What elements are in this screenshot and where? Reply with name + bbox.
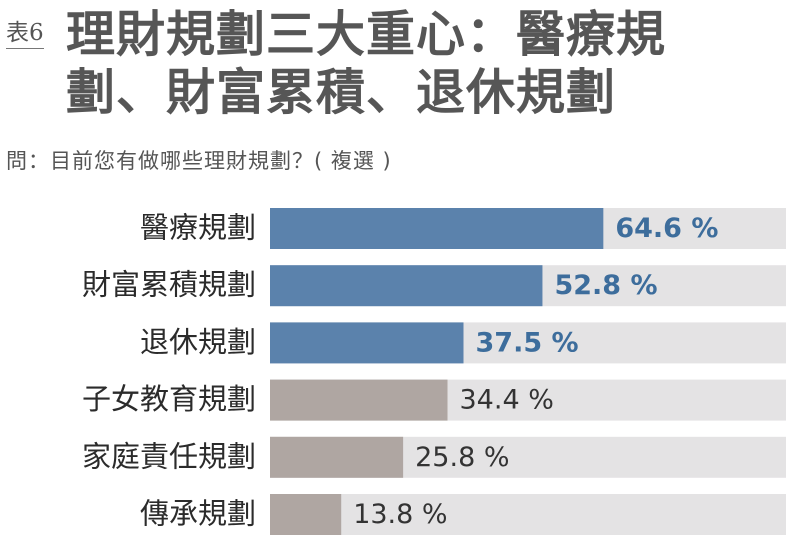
chart-title-line-2: 劃、財富累積、退休規劃 <box>66 64 617 121</box>
data-label: 52.8 % <box>554 270 657 301</box>
data-label: 37.5 % <box>476 327 579 358</box>
data-label: 34.4 % <box>460 385 554 416</box>
bar <box>270 322 464 364</box>
category-label: 醫療規劃 <box>140 211 256 245</box>
category-label: 傳承規劃 <box>140 497 256 531</box>
chart-subtitle: 問：目前您有做哪些理財規劃？( 複選 ) <box>6 149 392 173</box>
data-label: 25.8 % <box>415 442 509 473</box>
data-label: 13.8 % <box>353 499 447 530</box>
bar <box>270 265 543 307</box>
bar <box>270 379 448 421</box>
chart-title-line-1: 理財規劃三大重心：醫療規 <box>66 6 667 63</box>
bar <box>270 494 342 535</box>
bar <box>270 436 404 478</box>
chart-title: 理財規劃三大重心：醫療規 劃、財富累積、退休規劃 <box>66 6 786 122</box>
bar <box>270 208 604 249</box>
category-label: 退休規劃 <box>140 325 256 359</box>
category-label: 子女教育規劃 <box>82 382 256 416</box>
table-number-tag: 表6 <box>6 22 44 49</box>
data-label: 64.6 % <box>615 213 718 244</box>
category-label: 家庭責任規劃 <box>82 439 256 473</box>
category-label: 財富累積規劃 <box>82 268 256 302</box>
bar-track <box>270 494 786 535</box>
